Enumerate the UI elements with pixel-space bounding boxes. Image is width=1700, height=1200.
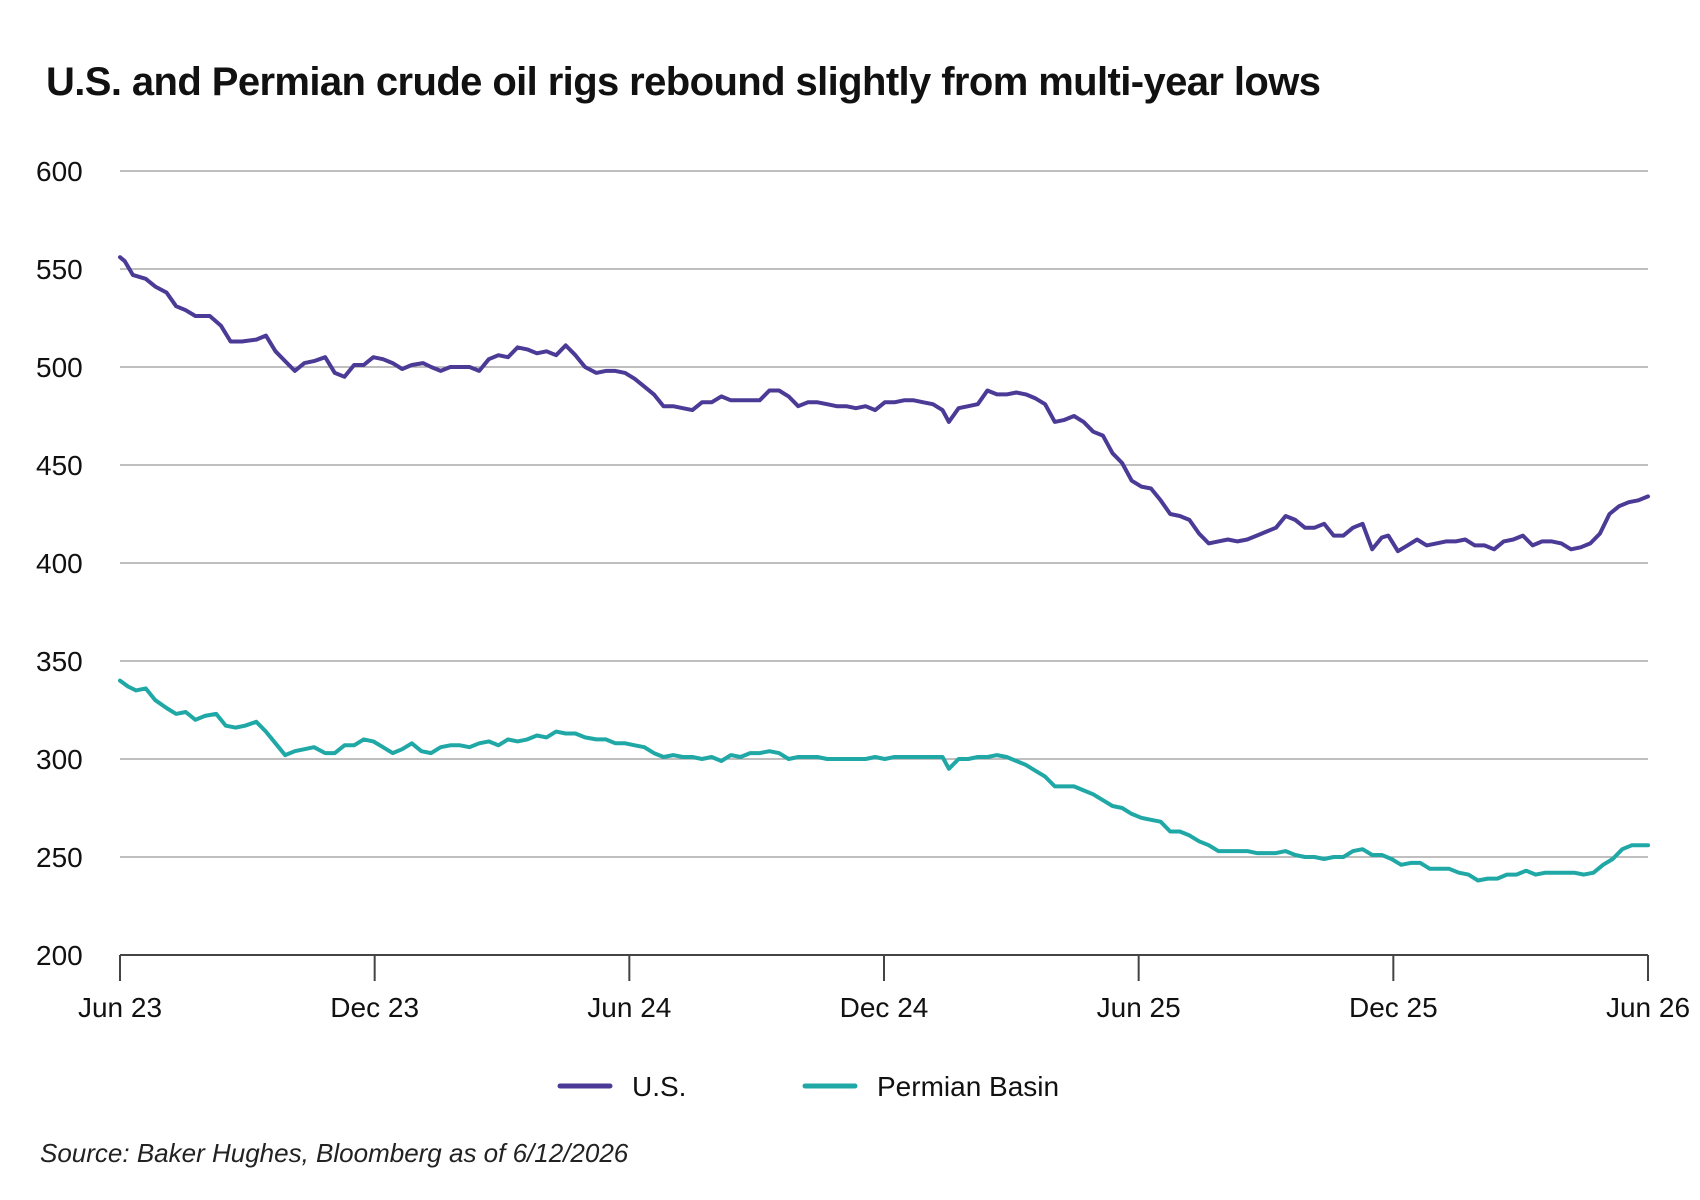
x-tick-label: Jun 25	[1097, 992, 1181, 1023]
y-tick-label: 550	[36, 254, 83, 285]
x-tick-label: Jun 23	[78, 992, 162, 1023]
y-tick-label: 450	[36, 450, 83, 481]
legend: U.S. Permian Basin	[557, 1071, 1059, 1102]
legend-label: Permian Basin	[877, 1071, 1059, 1102]
y-tick-label: 400	[36, 548, 83, 579]
x-tick-label: Dec 23	[330, 992, 419, 1023]
source-note: Source: Baker Hughes, Bloomberg as of 6/…	[40, 1138, 629, 1168]
y-axis-tick-labels: 600 550 500 450 400 350 300 250 200	[36, 156, 83, 971]
series-line-us	[118, 255, 1650, 554]
series-lines	[118, 255, 1650, 883]
chart-title: U.S. and Permian crude oil rigs rebound …	[46, 60, 1321, 104]
gridlines	[120, 170, 1648, 858]
x-tick-label: Jun 26	[1606, 992, 1690, 1023]
y-tick-label: 300	[36, 744, 83, 775]
x-tick-label: Jun 24	[587, 992, 671, 1023]
y-tick-label: 600	[36, 156, 83, 187]
x-tick-label: Dec 25	[1349, 992, 1438, 1023]
series-line-permian-basin	[118, 678, 1650, 883]
y-tick-label: 250	[36, 842, 83, 873]
y-tick-label: 350	[36, 646, 83, 677]
x-tick-label: Dec 24	[840, 992, 929, 1023]
y-tick-label: 200	[36, 940, 83, 971]
legend-label: U.S.	[632, 1071, 686, 1102]
x-axis: Jun 23 Dec 23 Jun 24 Dec 24 Jun 25 Dec 25 Jun …	[78, 954, 1690, 1023]
y-tick-label: 500	[36, 352, 83, 383]
